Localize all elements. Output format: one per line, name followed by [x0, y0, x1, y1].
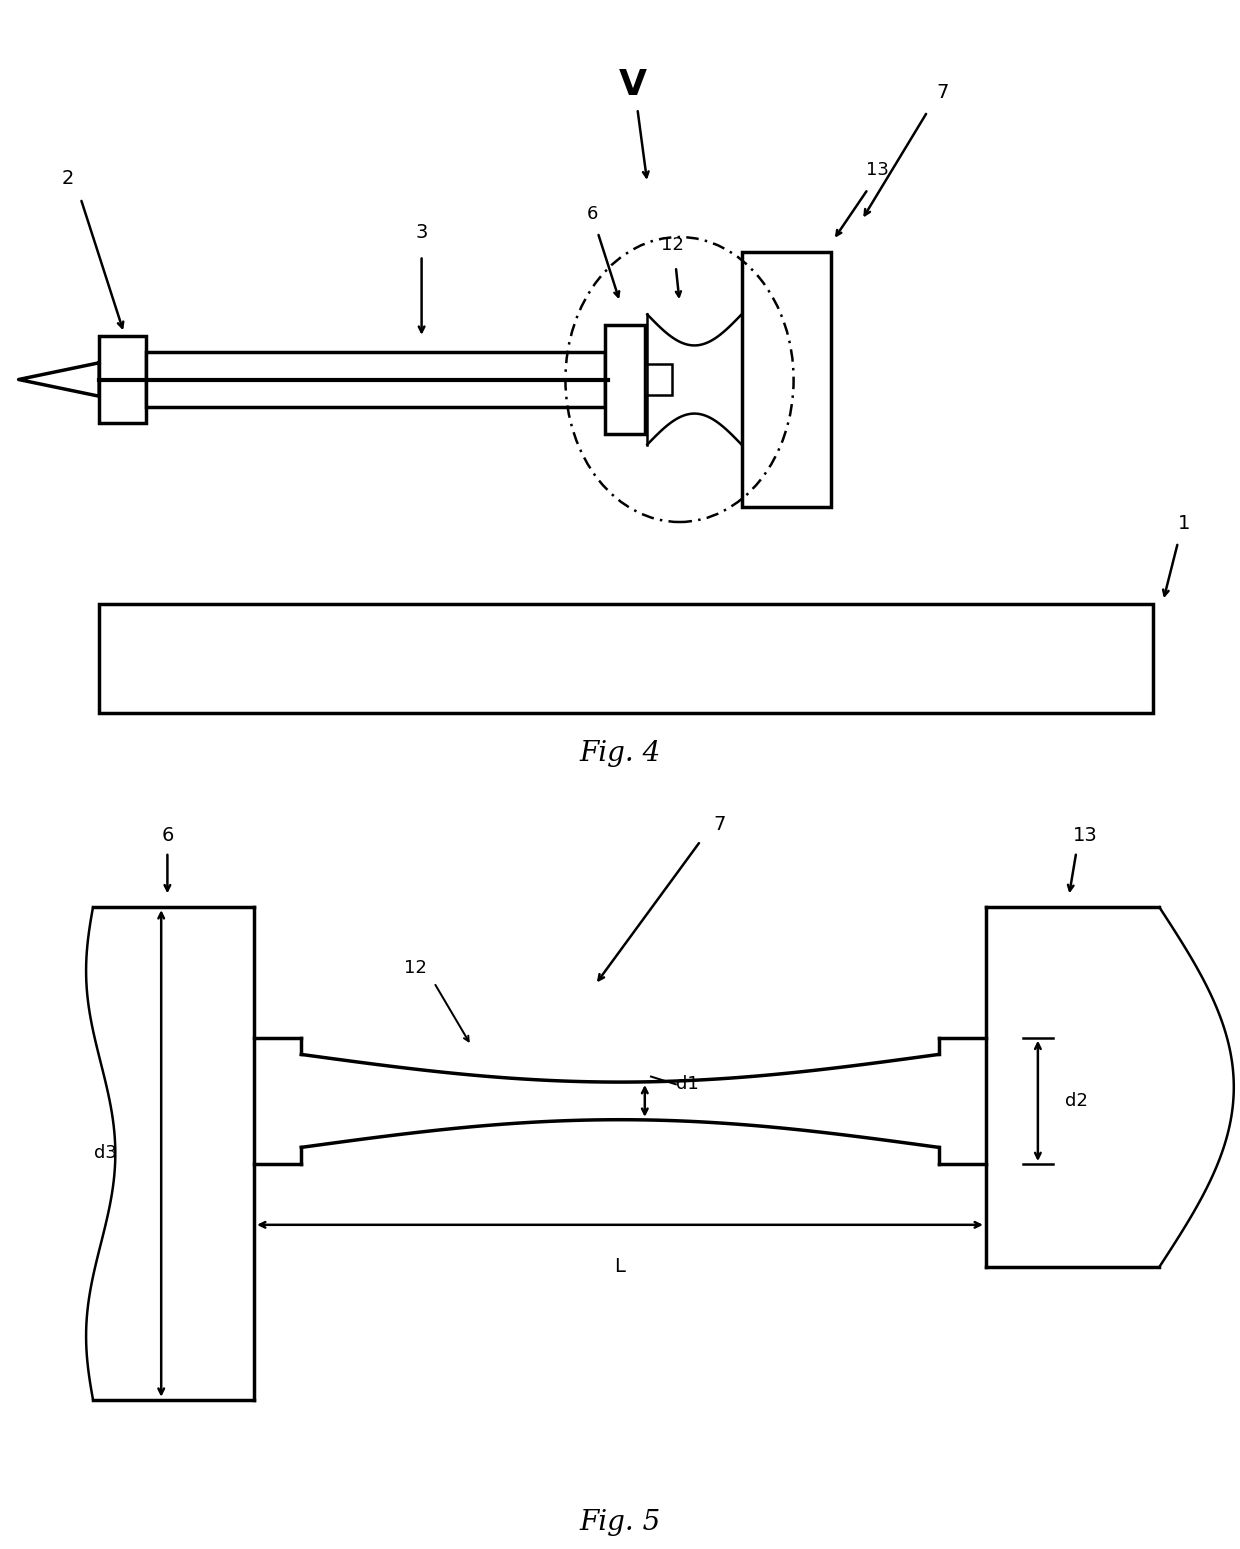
Text: 1: 1: [1178, 514, 1190, 533]
Bar: [99, 336, 146, 423]
Bar: [99, 604, 1153, 713]
Bar: [146, 352, 605, 407]
Text: V: V: [619, 68, 646, 102]
Text: Fig. 5: Fig. 5: [579, 1509, 661, 1535]
Text: 13: 13: [867, 161, 889, 180]
Text: d2: d2: [1065, 1092, 1087, 1111]
Text: Fig. 4: Fig. 4: [579, 740, 661, 767]
Bar: [645, 364, 672, 395]
Text: 12: 12: [661, 235, 683, 254]
Text: 2: 2: [62, 169, 74, 187]
Text: 3: 3: [415, 223, 428, 242]
Text: 12: 12: [404, 959, 427, 977]
Text: 13: 13: [1073, 826, 1097, 844]
Text: d1: d1: [676, 1075, 698, 1094]
Text: 7: 7: [936, 84, 949, 102]
Text: 6: 6: [161, 826, 174, 844]
Text: 7: 7: [713, 815, 725, 833]
Text: d3: d3: [94, 1145, 117, 1162]
Text: 6: 6: [587, 204, 599, 223]
Text: L: L: [615, 1258, 625, 1276]
Bar: [742, 252, 831, 508]
Bar: [605, 325, 645, 434]
